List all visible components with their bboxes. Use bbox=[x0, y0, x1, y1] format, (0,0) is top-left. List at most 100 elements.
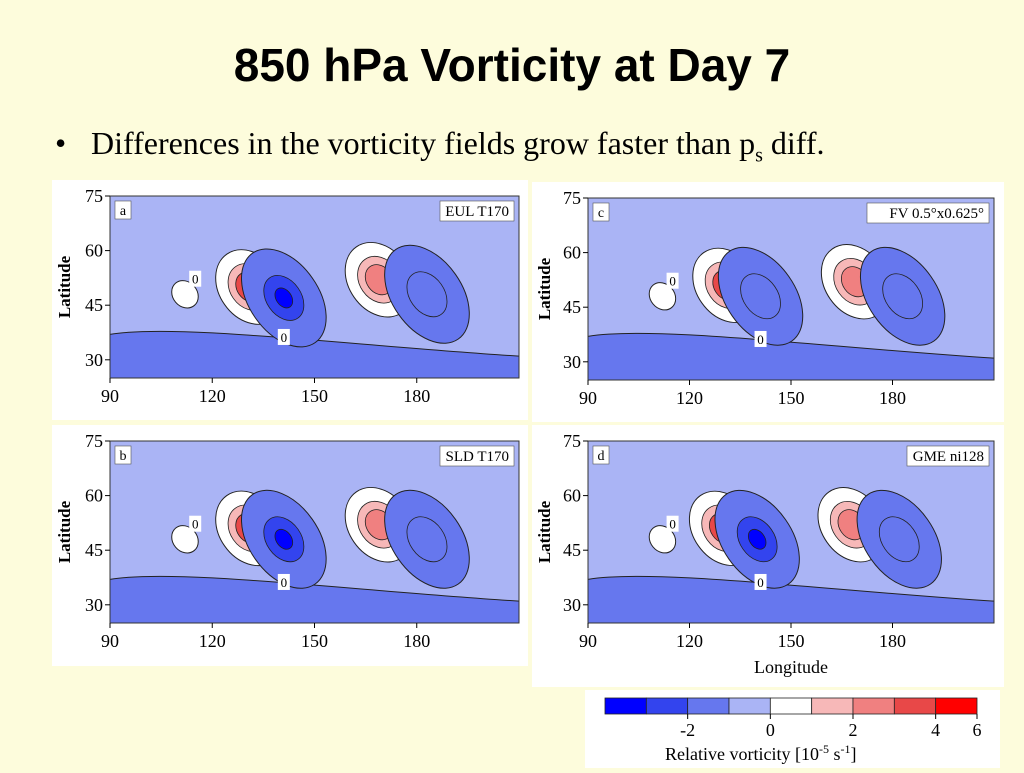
colorbar-segment bbox=[687, 697, 730, 715]
x-tick-label: 180 bbox=[403, 386, 430, 406]
negative-cell-inner bbox=[882, 273, 924, 320]
colorbar-segment bbox=[935, 697, 978, 715]
panel-letter-box bbox=[114, 200, 132, 220]
panel-letter: b bbox=[120, 449, 127, 464]
y-tick-label: 45 bbox=[85, 540, 103, 560]
zero-contour-label: 0 bbox=[669, 274, 676, 289]
y-axis-label: Latitude bbox=[55, 500, 74, 563]
negative-cell-core bbox=[274, 287, 294, 309]
model-label: EUL T170 bbox=[445, 204, 509, 220]
negative-cell-inner bbox=[406, 516, 448, 563]
plot-area bbox=[110, 441, 519, 623]
model-label-box bbox=[866, 202, 990, 224]
y-axis-label: Latitude bbox=[535, 257, 554, 320]
vorticity-map-c: 0 0 c FV 0.5°x0.625° 75 60 45 30 90 120 150 180 Lati… bbox=[535, 188, 995, 408]
zero-label-box bbox=[754, 330, 767, 347]
zero-label-box bbox=[277, 328, 290, 345]
x-tick-label: 150 bbox=[301, 386, 328, 406]
y-tick-label: 60 bbox=[85, 241, 103, 261]
zero-label-box bbox=[189, 515, 202, 532]
x-axis-label: Longitude bbox=[754, 657, 828, 677]
x-tick-label: 180 bbox=[403, 631, 430, 651]
y-tick-label: 30 bbox=[563, 595, 581, 615]
x-tick-label: 120 bbox=[676, 631, 703, 651]
plot-area bbox=[110, 196, 519, 378]
zero-contour-label: 0 bbox=[757, 575, 764, 590]
vorticity-map-d: 0 0 d GME ni128 75 60 45 30 90 120 150 180 Latitude L… bbox=[535, 431, 995, 677]
zero-contour-label: 0 bbox=[281, 330, 288, 345]
colorbar-tick-label: 4 bbox=[931, 720, 940, 740]
colorbar-label-part: Relative vorticity [10 bbox=[665, 744, 819, 764]
panel-b: 0 0 b SLD T170 75 60 45 30 90 120 150 180 Latitude bbox=[52, 425, 528, 666]
zero-contour-label: 0 bbox=[757, 332, 764, 347]
zero-label-box bbox=[189, 270, 202, 287]
colorbar-label: Relative vorticity [10-5 s-1] bbox=[665, 742, 856, 764]
model-label-box bbox=[439, 445, 515, 467]
y-tick-label: 30 bbox=[85, 595, 103, 615]
vorticity-map-a: 0 0 a EUL T170 75 60 45 30 90 120 150 180 Latitude bbox=[55, 186, 520, 406]
zero-label-box bbox=[277, 573, 290, 590]
bullet-dot-icon: • bbox=[55, 125, 67, 161]
zero-contour-label: 0 bbox=[192, 517, 199, 532]
model-label-box bbox=[906, 445, 990, 467]
plot-area bbox=[588, 198, 994, 380]
colorbar-tick-label: 6 bbox=[973, 720, 982, 740]
y-tick-label: 45 bbox=[563, 297, 581, 317]
y-tick-label: 75 bbox=[85, 186, 103, 206]
zero-contour-label: 0 bbox=[192, 272, 199, 287]
colorbar: -2 0 2 4 6 Relative vorticity [10-5 s-1] bbox=[585, 690, 1000, 768]
model-label: SLD T170 bbox=[446, 449, 509, 465]
colorbar-graphic: -2 0 2 4 6 Relative vorticity [10-5 s-1] bbox=[604, 697, 982, 764]
bullet-text: Differences in the vorticity fields grow… bbox=[91, 125, 756, 161]
zero-label-box bbox=[754, 573, 767, 590]
x-tick-label: 180 bbox=[879, 631, 906, 651]
y-axis-label: Latitude bbox=[535, 500, 554, 563]
colorbar-segment bbox=[893, 697, 937, 715]
x-tick-label: 120 bbox=[199, 386, 226, 406]
model-label: FV 0.5°x0.625° bbox=[889, 206, 984, 222]
panel-c: 0 0 c FV 0.5°x0.625° 75 60 45 30 90 120 150 180 Lati… bbox=[532, 182, 1004, 422]
colorbar-segment bbox=[811, 697, 854, 715]
y-tick-label: 30 bbox=[85, 350, 103, 370]
x-tick-label: 180 bbox=[879, 388, 906, 408]
x-tick-label: 150 bbox=[301, 631, 328, 651]
y-tick-label: 60 bbox=[563, 486, 581, 506]
negative-cell-inner bbox=[740, 273, 781, 320]
y-tick-label: 45 bbox=[563, 540, 581, 560]
colorbar-segment bbox=[604, 697, 647, 715]
negative-cell-inner bbox=[406, 271, 448, 318]
colorbar-label-part: s bbox=[829, 744, 841, 764]
y-tick-label: 75 bbox=[563, 188, 581, 208]
bullet-text-end: diff. bbox=[762, 125, 825, 161]
y-axis-label: Latitude bbox=[55, 255, 74, 318]
plot-area bbox=[588, 441, 994, 623]
colorbar-segment bbox=[728, 697, 771, 715]
x-tick-label: 90 bbox=[579, 388, 597, 408]
colorbar-segment bbox=[645, 697, 689, 715]
panel-letter: d bbox=[598, 449, 605, 464]
colorbar-tick-label: -2 bbox=[680, 720, 695, 740]
panel-letter-box bbox=[114, 445, 132, 465]
x-tick-label: 90 bbox=[101, 631, 119, 651]
bullet-point: • Differences in the vorticity fields gro… bbox=[55, 125, 825, 167]
colorbar-label-part: ] bbox=[850, 744, 856, 764]
colorbar-label-exponent: -5 bbox=[819, 742, 829, 756]
zero-label-box bbox=[666, 272, 679, 289]
vorticity-map-b: 0 0 b SLD T170 75 60 45 30 90 120 150 180 Latitude bbox=[55, 431, 520, 651]
panel-letter-box bbox=[592, 445, 610, 465]
panel-d: 0 0 d GME ni128 75 60 45 30 90 120 150 180 Latitude L… bbox=[532, 425, 1004, 687]
x-tick-label: 150 bbox=[778, 388, 805, 408]
slide-title: 850 hPa Vorticity at Day 7 bbox=[233, 39, 791, 91]
x-tick-label: 90 bbox=[579, 631, 597, 651]
x-tick-label: 120 bbox=[676, 388, 703, 408]
negative-cell-core bbox=[274, 528, 294, 550]
y-tick-label: 75 bbox=[563, 431, 581, 451]
panel-letter: a bbox=[120, 204, 127, 219]
x-tick-label: 90 bbox=[101, 386, 119, 406]
model-label: GME ni128 bbox=[913, 449, 984, 465]
zero-label-box bbox=[666, 515, 679, 532]
x-tick-label: 150 bbox=[778, 631, 805, 651]
panel-a: 0 0 a EUL T170 75 60 45 30 90 120 150 180 Latitude bbox=[52, 180, 528, 420]
bullet-subscript: s bbox=[755, 144, 763, 167]
x-tick-label: 120 bbox=[199, 631, 226, 651]
